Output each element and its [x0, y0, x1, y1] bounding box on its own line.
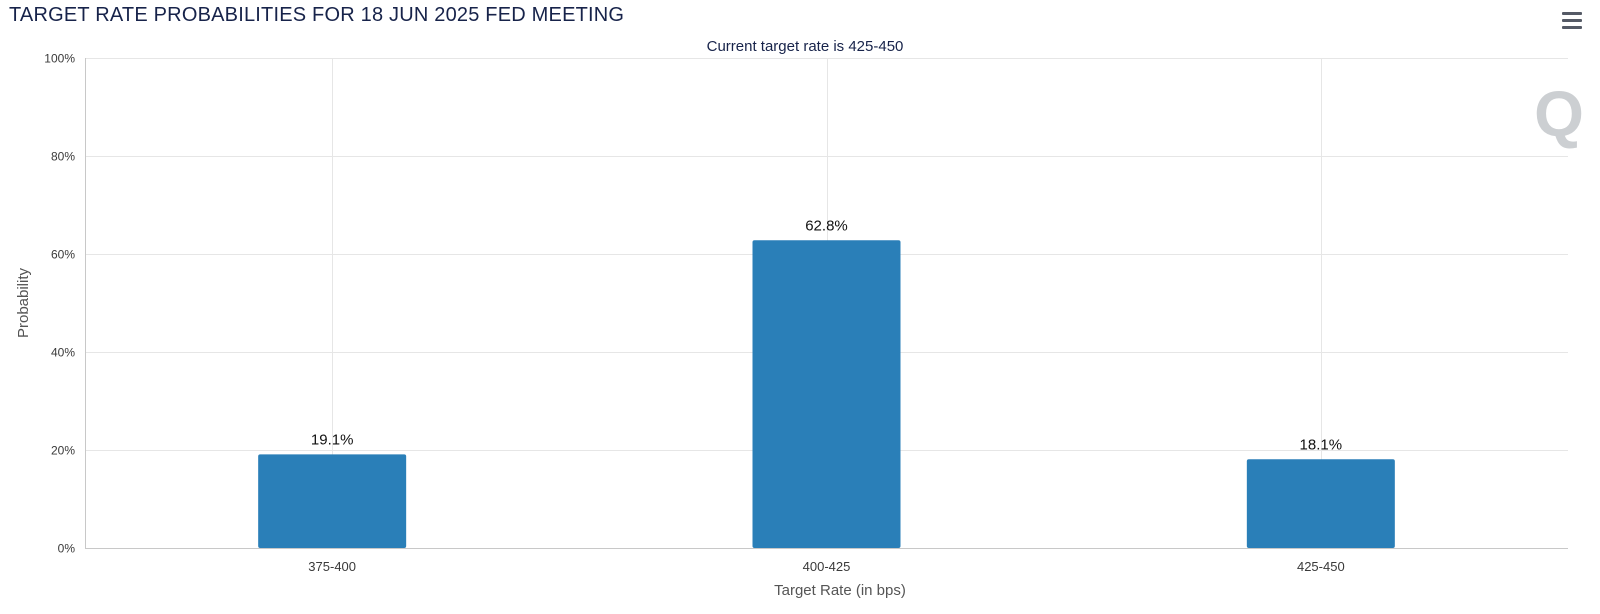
- y-tick-label: 0%: [58, 542, 76, 556]
- hamburger-menu-icon[interactable]: [1560, 10, 1584, 32]
- logo-q-icon: Q: [1534, 78, 1584, 150]
- bar[interactable]: [752, 240, 901, 548]
- chart-subtitle: Current target rate is 425-450: [707, 38, 904, 55]
- x-tick-label: 375-400: [308, 559, 356, 574]
- y-tick-label: 20%: [51, 444, 75, 458]
- bar[interactable]: [258, 454, 407, 548]
- x-tick-label: 425-450: [1297, 559, 1345, 574]
- x-tick-label: 400-425: [803, 559, 851, 574]
- bar-data-label: 18.1%: [1300, 436, 1343, 453]
- bar[interactable]: [1246, 459, 1395, 548]
- y-tick-label: 60%: [51, 248, 75, 262]
- watermark-logo: Q: [1534, 78, 1584, 150]
- bar-data-label: 62.8%: [805, 217, 848, 234]
- data-labels-layer: 19.1% 62.8% 18.1%: [311, 217, 1342, 453]
- bars-layer: [258, 240, 1395, 548]
- y-axis-title: Probability: [15, 267, 32, 338]
- x-axis-title: Target Rate (in bps): [774, 582, 906, 599]
- chart-title: TARGET RATE PROBABILITIES FOR 18 JUN 202…: [9, 4, 625, 26]
- y-tick-label: 80%: [51, 150, 75, 164]
- bar-data-label: 19.1%: [311, 431, 354, 448]
- x-axis-ticks: 375-400 400-425 425-450: [308, 559, 1344, 574]
- y-axis-ticks: 0% 20% 40% 60% 80% 100%: [44, 52, 75, 556]
- y-tick-label: 100%: [44, 52, 75, 66]
- y-tick-label: 40%: [51, 346, 75, 360]
